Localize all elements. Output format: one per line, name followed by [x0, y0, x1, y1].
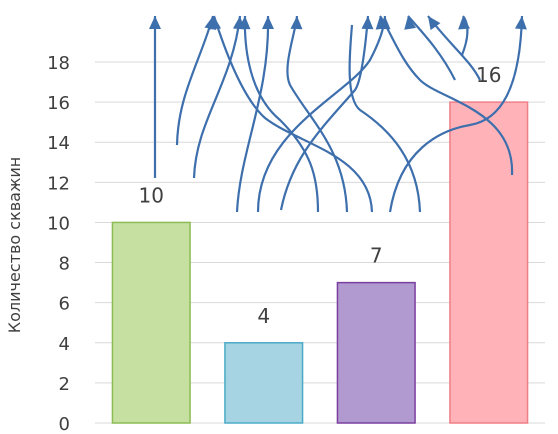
y-tick-label: 14 — [47, 133, 70, 154]
data-labels: 10 4 7 16 — [139, 63, 502, 328]
flow-arrow — [460, 15, 469, 56]
flow-arrow — [279, 15, 370, 211]
data-label: 10 — [139, 183, 164, 207]
arrow-head — [290, 16, 303, 30]
y-tick-label: 18 — [47, 53, 70, 74]
y-tick-label: 0 — [59, 414, 70, 434]
y-tick-label: 16 — [47, 93, 70, 114]
y-tick-label: 2 — [59, 374, 70, 395]
y-tick-labels: 0 2 4 6 8 10 12 14 16 18 — [47, 53, 70, 434]
y-tick-label: 6 — [59, 294, 70, 315]
flow-arrow — [379, 15, 514, 176]
bar — [449, 101, 529, 424]
bar — [111, 221, 191, 424]
y-tick-label: 4 — [59, 334, 70, 355]
arrow-head — [458, 16, 471, 30]
arrow-head — [375, 16, 388, 30]
y-axis-title: Количество скважин — [5, 157, 24, 333]
y-tick-label: 12 — [47, 173, 70, 194]
flow-arrow — [212, 15, 374, 213]
arrow-head — [514, 16, 527, 30]
data-label: 7 — [370, 244, 383, 268]
arrow-head — [209, 16, 222, 30]
flow-arrow — [348, 24, 422, 213]
data-label: 16 — [476, 63, 501, 87]
arrow-head — [149, 16, 161, 29]
y-tick-label: 10 — [47, 213, 70, 234]
flow-arrow — [243, 15, 320, 213]
flow-arrow — [388, 15, 524, 213]
arrow-head — [404, 16, 417, 30]
bars — [111, 101, 529, 424]
flow-arrow — [407, 15, 456, 81]
flow-arrows — [149, 15, 527, 213]
bar — [224, 342, 304, 424]
y-tick-label: 8 — [59, 254, 70, 275]
arrow-head — [361, 16, 374, 30]
arrow-head — [428, 16, 441, 31]
flow-arrow — [235, 15, 270, 213]
bar — [336, 281, 416, 424]
arrow-head — [238, 16, 251, 30]
flow-arrow — [286, 15, 349, 213]
data-label: 4 — [257, 304, 270, 328]
flow-arrow — [192, 15, 242, 179]
arrow-head — [262, 16, 274, 29]
flow-arrow — [175, 15, 215, 146]
flow-arrow — [256, 15, 387, 213]
